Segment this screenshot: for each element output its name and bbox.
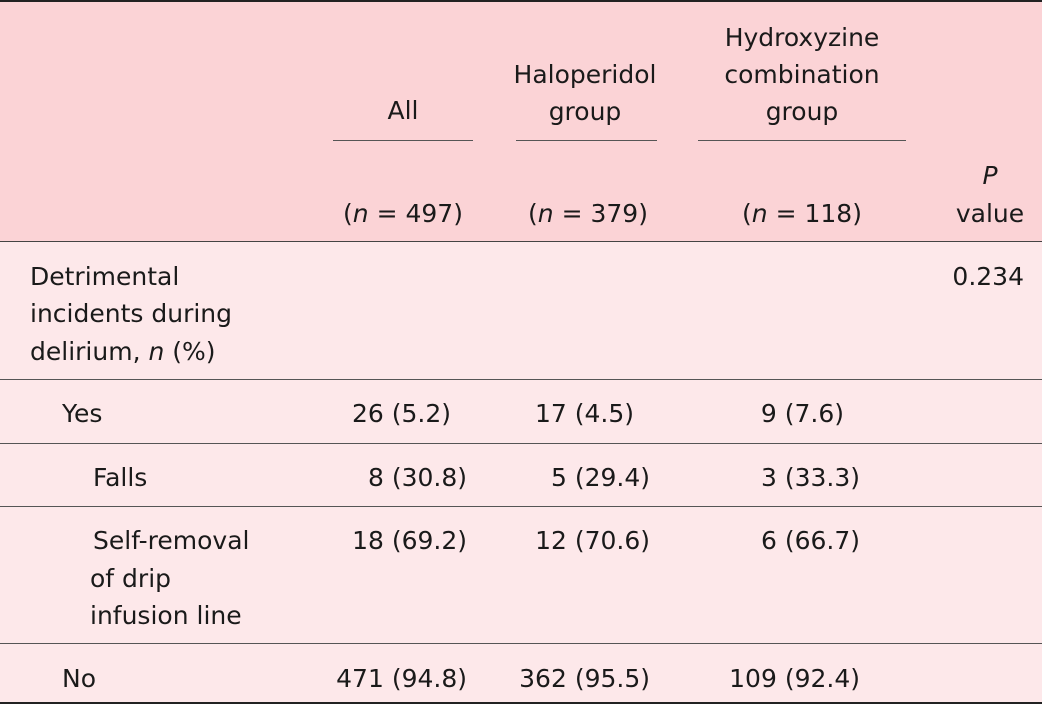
row-label-self-removal-line2: of drip bbox=[90, 564, 172, 593]
row-divider bbox=[0, 379, 1042, 380]
column-header-hydroxyzine-line2: combination bbox=[724, 60, 880, 89]
column-header-haloperidol-line2: group bbox=[548, 97, 622, 126]
column-header-hydroxyzine-line1: Hydroxyzine bbox=[724, 23, 880, 52]
column-n-haloperidol: (n = 379) bbox=[528, 199, 648, 228]
row-label-detrimental-line1: Detrimental bbox=[30, 262, 180, 291]
row-label-self-removal-line3: infusion line bbox=[90, 601, 242, 630]
cell-yes-hydroxyzine: 9 (7.6) bbox=[760, 399, 844, 428]
cell-falls-haloperidol: 5 (29.4) bbox=[550, 463, 650, 492]
column-n-all: (n = 497) bbox=[343, 199, 463, 228]
cell-no-all: 471 (94.8) bbox=[336, 664, 467, 693]
cell-self-removal-hydroxyzine: 6 (66.7) bbox=[760, 526, 860, 555]
column-header-pvalue-line2: value bbox=[955, 199, 1025, 228]
row-divider bbox=[0, 643, 1042, 644]
column-header-haloperidol-line1: Haloperidol bbox=[513, 60, 657, 89]
column-header-pvalue-line1: P bbox=[982, 161, 998, 190]
column-header-all: All bbox=[387, 96, 419, 125]
row-divider bbox=[0, 506, 1042, 507]
header-underline-hydroxyzine bbox=[698, 140, 906, 141]
cell-yes-haloperidol: 17 (4.5) bbox=[534, 399, 634, 428]
row-divider bbox=[0, 443, 1042, 444]
header-underline-all bbox=[333, 140, 473, 141]
row-label-falls: Falls bbox=[93, 463, 148, 492]
row-label-yes: Yes bbox=[62, 399, 103, 428]
column-header-hydroxyzine-line3: group bbox=[765, 97, 839, 126]
cell-no-haloperidol: 362 (95.5) bbox=[519, 664, 650, 693]
cell-self-removal-all: 18 (69.2) bbox=[352, 526, 467, 555]
column-n-hydroxyzine: (n = 118) bbox=[742, 199, 862, 228]
table-bottom-rule bbox=[0, 702, 1042, 704]
header-underline-haloperidol bbox=[516, 140, 657, 141]
row-pvalue-detrimental: 0.234 bbox=[952, 262, 1024, 291]
cell-self-removal-haloperidol: 12 (70.6) bbox=[535, 526, 650, 555]
row-label-detrimental-line2: incidents during bbox=[30, 299, 233, 328]
cell-falls-hydroxyzine: 3 (33.3) bbox=[760, 463, 860, 492]
row-label-detrimental-line3: delirium, n (%) bbox=[30, 337, 216, 366]
row-label-self-removal-line1: Self-removal bbox=[93, 526, 250, 555]
table-header bbox=[0, 0, 1042, 242]
cell-yes-all: 26 (5.2) bbox=[351, 399, 451, 428]
row-label-no: No bbox=[62, 664, 96, 693]
cell-falls-all: 8 (30.8) bbox=[367, 463, 467, 492]
cell-no-hydroxyzine: 109 (92.4) bbox=[729, 664, 860, 693]
